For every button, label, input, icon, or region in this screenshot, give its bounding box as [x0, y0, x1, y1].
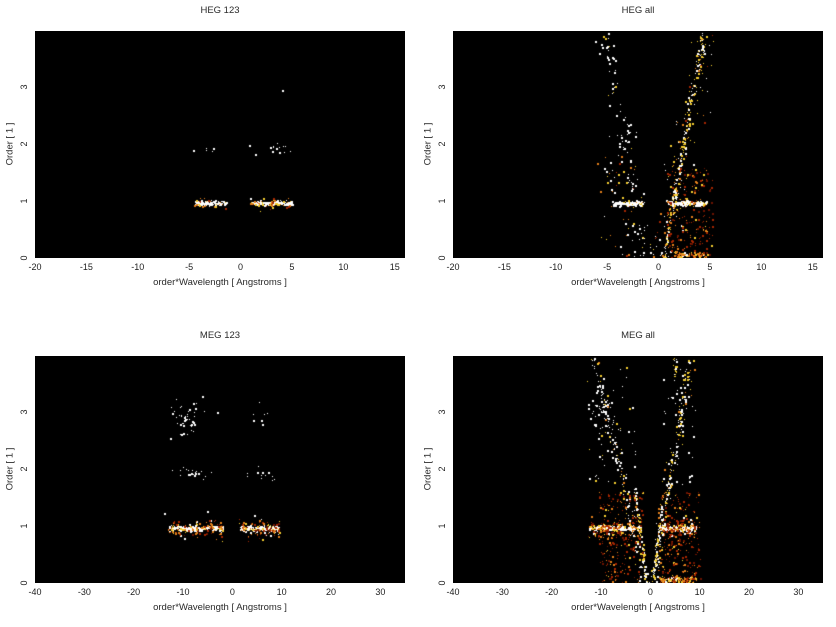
- x-tick-label: -10: [549, 262, 563, 272]
- scatter-plot-canvas: [35, 356, 405, 583]
- plot-title: HEG 123: [200, 5, 240, 16]
- y-tick-label: 1: [437, 198, 447, 204]
- x-tick-label: 5: [707, 262, 713, 272]
- x-tick-labels: -20 -15 -10 -5 0 5 10 15: [446, 262, 823, 274]
- y-tick-label: 3: [19, 84, 29, 90]
- x-tick-label: -15: [79, 262, 93, 272]
- x-tick-label: -10: [594, 587, 608, 597]
- y-tick-label: 0: [437, 255, 447, 261]
- scatter-plot-canvas: [453, 31, 823, 258]
- y-tick-label: 2: [437, 466, 447, 472]
- x-tick-label: -30: [495, 587, 509, 597]
- y-tick-label: 0: [437, 580, 447, 586]
- x-tick-labels: -40 -30 -20 -10 0 10 20 30: [28, 587, 405, 599]
- y-tick-label: 3: [437, 84, 447, 90]
- y-tick-label: 2: [19, 141, 29, 147]
- x-tick-label: 10: [694, 587, 705, 597]
- plot-title: HEG all: [621, 5, 655, 16]
- x-tick-label: 5: [289, 262, 295, 272]
- x-axis-label: order*Wavelength [ Angstroms ]: [153, 602, 287, 613]
- y-tick-label: 3: [19, 409, 29, 415]
- y-tick-label: 0: [19, 255, 29, 261]
- x-tick-label: -15: [497, 262, 511, 272]
- x-tick-label: 10: [338, 262, 349, 272]
- x-tick-label: 30: [793, 587, 804, 597]
- x-tick-label: 0: [238, 262, 244, 272]
- x-tick-label: -20: [446, 262, 460, 272]
- x-tick-label: 15: [389, 262, 400, 272]
- x-tick-label: -20: [28, 262, 42, 272]
- x-tick-label: -40: [446, 587, 460, 597]
- plot-title: MEG 123: [199, 330, 241, 341]
- x-axis-label: order*Wavelength [ Angstroms ]: [153, 277, 287, 288]
- x-tick-label: 20: [325, 587, 337, 597]
- scatter-plot-canvas: [453, 356, 823, 583]
- x-tick-label: 30: [375, 587, 386, 597]
- x-axis-label: order*Wavelength [ Angstroms ]: [571, 277, 705, 288]
- x-tick-label: 15: [807, 262, 818, 272]
- scatter-plot-canvas: [35, 31, 405, 258]
- y-tick-label: 0: [19, 580, 29, 586]
- y-tick-label: 1: [19, 523, 29, 529]
- x-tick-label: -5: [185, 262, 194, 272]
- y-tick-labels: 0 1 2 3: [0, 356, 35, 586]
- x-tick-label: -20: [127, 587, 141, 597]
- x-tick-labels: -40 -30 -20 -10 0 10 20 30: [446, 587, 823, 599]
- y-tick-label: 1: [19, 198, 29, 204]
- x-tick-label: -30: [77, 587, 91, 597]
- x-tick-label: -10: [176, 587, 190, 597]
- plot-title: MEG all: [621, 330, 655, 341]
- y-tick-labels: 0 1 2 3: [0, 31, 35, 261]
- y-tick-label: 2: [19, 466, 29, 472]
- x-axis-label: order*Wavelength [ Angstroms ]: [571, 602, 705, 613]
- x-tick-label: 0: [656, 262, 662, 272]
- y-tick-labels: 0 1 2 3: [418, 356, 453, 586]
- x-tick-label: 10: [756, 262, 767, 272]
- y-tick-label: 2: [437, 141, 447, 147]
- y-tick-label: 3: [437, 409, 447, 415]
- x-tick-label: -20: [545, 587, 559, 597]
- x-tick-label: 20: [743, 587, 755, 597]
- x-tick-label: 0: [229, 587, 235, 597]
- y-tick-label: 1: [437, 523, 447, 529]
- x-tick-labels: -20 -15 -10 -5 0 5 10 15: [28, 262, 405, 274]
- x-tick-label: 0: [647, 587, 653, 597]
- x-tick-label: -5: [603, 262, 612, 272]
- x-tick-label: -10: [131, 262, 145, 272]
- y-tick-labels: 0 1 2 3: [418, 31, 453, 261]
- x-tick-label: -40: [28, 587, 42, 597]
- x-tick-label: 10: [276, 587, 287, 597]
